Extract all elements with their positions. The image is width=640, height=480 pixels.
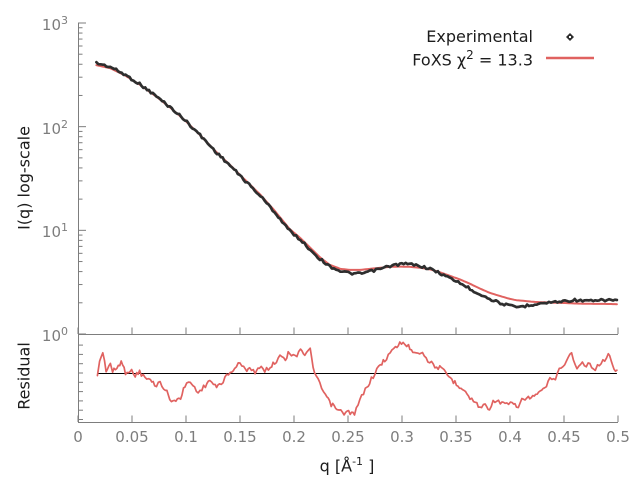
- residual-y-axis-label: Residual: [14, 342, 34, 410]
- x-tick-label: 0.2: [282, 428, 306, 446]
- legend-marker-diamond-icon: [566, 32, 574, 41]
- x-tick-label: 0.05: [115, 428, 149, 446]
- x-tick-label: 0: [73, 428, 83, 446]
- x-tick-label: 0.1: [174, 428, 198, 446]
- residual-line: [96, 341, 618, 416]
- foxs-fit-line: [95, 64, 618, 306]
- legend-foxs-exponent: 2: [466, 47, 474, 62]
- x-tick-label: 0.25: [331, 428, 365, 446]
- legend-label-foxs: FoXS χ2 = 13.3: [412, 46, 533, 69]
- legend: Experimental FoXS χ2 = 13.3: [412, 27, 597, 69]
- axes: [77, 22, 619, 423]
- legend-item-experimental: Experimental: [426, 27, 597, 46]
- legend-foxs-chi2-value: = 13.3: [473, 50, 533, 70]
- y-tick-label: 100: [41, 325, 68, 345]
- legend-key-experimental: [543, 30, 597, 44]
- legend-label-experimental: Experimental: [426, 27, 533, 46]
- x-axis-label-text: q [Å: [319, 456, 353, 476]
- x-tick-label: 0.3: [390, 428, 414, 446]
- experimental-points: [95, 60, 619, 309]
- x-axis-label-exponent: -1: [352, 455, 364, 468]
- y-tick-label: 101: [41, 221, 68, 242]
- y-tick-label: 102: [41, 117, 68, 138]
- x-axis-label: q [Å-1 ]: [320, 455, 375, 475]
- legend-line-sample-icon: [546, 56, 594, 59]
- legend-foxs-text: FoXS χ: [412, 50, 467, 70]
- y-tick-label: 103: [41, 13, 68, 34]
- x-tick-label: 0.5: [606, 428, 630, 446]
- legend-key-foxs: [543, 51, 597, 65]
- legend-item-foxs: FoXS χ2 = 13.3: [412, 46, 597, 69]
- x-tick-label: 0.45: [547, 428, 581, 446]
- x-tick-label: 0.15: [223, 428, 257, 446]
- x-tick-label: 0.4: [498, 428, 522, 446]
- x-tick-label: 0.35: [439, 428, 473, 446]
- x-axis-label-suffix: ]: [363, 456, 375, 476]
- main-y-axis-label: I(q) log-scale: [14, 126, 34, 230]
